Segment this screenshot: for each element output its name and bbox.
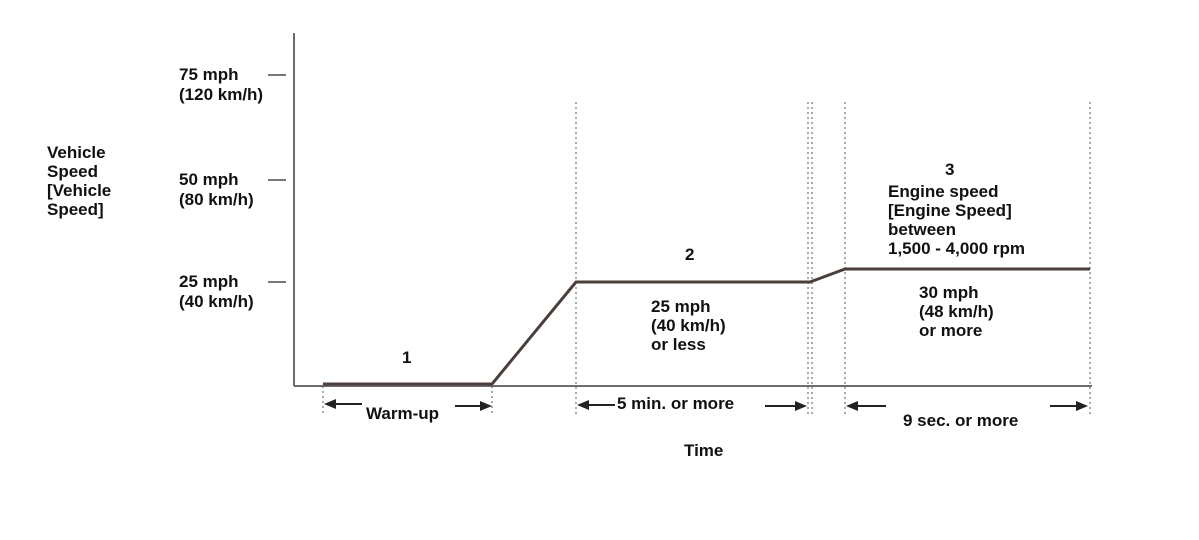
phase-1-number: 1 <box>402 348 412 367</box>
phase2-arrow-right <box>765 401 807 411</box>
phase-3-condition: Engine speed [Engine Speed] between 1,50… <box>888 182 1026 258</box>
tick-mph: 25 mph <box>179 272 239 291</box>
warmup-arrow-right <box>455 401 492 411</box>
phase2-arrow-left <box>577 400 615 410</box>
warmup-arrow-left <box>324 399 362 409</box>
tick-mph: 50 mph <box>179 170 239 189</box>
phase-1-duration: Warm-up <box>366 404 440 423</box>
x-axis-label: Time <box>684 441 724 460</box>
phase-3-number: 3 <box>945 160 955 179</box>
tick-kmh: (40 km/h) <box>179 292 254 311</box>
phase3-arrow-right <box>1050 401 1088 411</box>
y-tick-label-50: 50 mph (80 km/h) <box>179 170 254 210</box>
y-tick-label-25: 25 mph (40 km/h) <box>179 272 254 312</box>
phase-2-duration: 5 min. or more <box>617 394 735 413</box>
speed-trace <box>323 267 1090 386</box>
phase-3-note: 30 mph (48 km/h) or more <box>919 283 994 340</box>
phase-2-number: 2 <box>685 245 695 264</box>
tick-kmh: (80 km/h) <box>179 190 254 209</box>
tick-mph: 75 mph <box>179 65 239 84</box>
phase-2-note: 25 mph (40 km/h) or less <box>651 297 726 354</box>
phase-3-duration: 9 sec. or more <box>903 411 1019 430</box>
y-axis-label: Vehicle Speed [Vehicle Speed] <box>47 143 112 219</box>
y-tick-label-75: 75 mph (120 km/h) <box>179 65 263 105</box>
tick-kmh: (120 km/h) <box>179 85 264 104</box>
phase3-arrow-left <box>846 401 886 411</box>
